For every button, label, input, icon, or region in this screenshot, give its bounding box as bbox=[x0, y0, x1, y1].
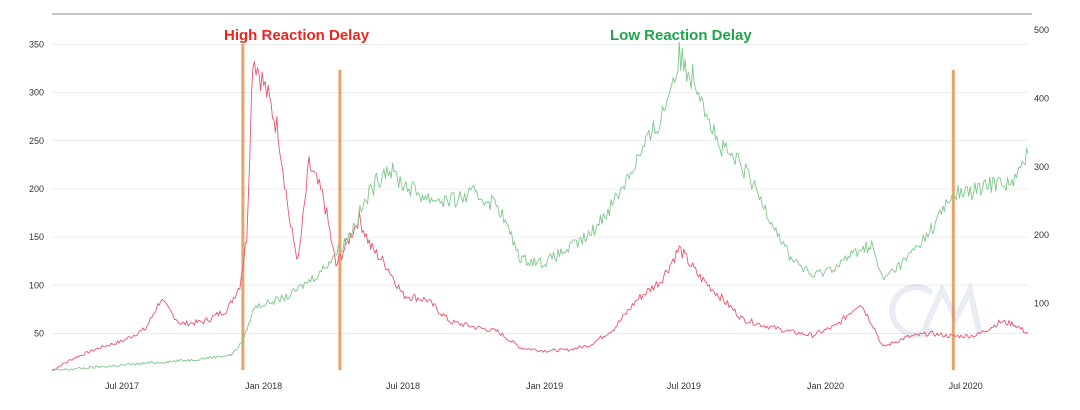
x-tick-label: Jul 2017 bbox=[105, 381, 139, 391]
watermark-logo bbox=[889, 281, 983, 338]
y-right-tick-label: 400 bbox=[1034, 93, 1049, 103]
y-left-tick-label: 100 bbox=[29, 280, 44, 290]
annotation-low-reaction-delay: Low Reaction Delay bbox=[610, 27, 752, 44]
right-axis-ticks: 100 200 300 400 500 bbox=[1034, 25, 1049, 309]
y-right-tick-label: 300 bbox=[1034, 162, 1049, 172]
x-tick-label: Jul 2018 bbox=[386, 381, 420, 391]
x-tick-label: Jan 2020 bbox=[807, 381, 844, 391]
y-left-tick-label: 50 bbox=[34, 328, 44, 338]
grid bbox=[52, 43, 1028, 334]
y-left-tick-label: 350 bbox=[29, 39, 44, 49]
x-tick-label: Jan 2019 bbox=[526, 381, 563, 391]
x-axis-ticks: Jul 2017 Jan 2018 Jul 2018 Jan 2019 Jul 2019… bbox=[105, 381, 983, 391]
x-tick-label: Jan 2018 bbox=[245, 381, 282, 391]
x-tick-label: Jul 2019 bbox=[667, 381, 701, 391]
left-axis-ticks: 50 100 150 200 250 300 350 bbox=[29, 39, 44, 338]
y-right-tick-label: 100 bbox=[1034, 299, 1049, 309]
annotation-high-reaction-delay: High Reaction Delay bbox=[224, 27, 370, 44]
y-left-tick-label: 300 bbox=[29, 88, 44, 98]
series-lines bbox=[51, 41, 1029, 372]
y-right-tick-label: 200 bbox=[1034, 230, 1049, 240]
series-line-right-axis bbox=[51, 41, 1029, 372]
y-left-tick-label: 200 bbox=[29, 184, 44, 194]
x-tick-label: Jul 2020 bbox=[949, 381, 983, 391]
y-left-tick-label: 250 bbox=[29, 136, 44, 146]
vertical-markers bbox=[241, 44, 955, 370]
y-right-tick-label: 500 bbox=[1034, 25, 1049, 35]
series-line-left-axis bbox=[51, 61, 1029, 371]
y-left-tick-label: 150 bbox=[29, 232, 44, 242]
